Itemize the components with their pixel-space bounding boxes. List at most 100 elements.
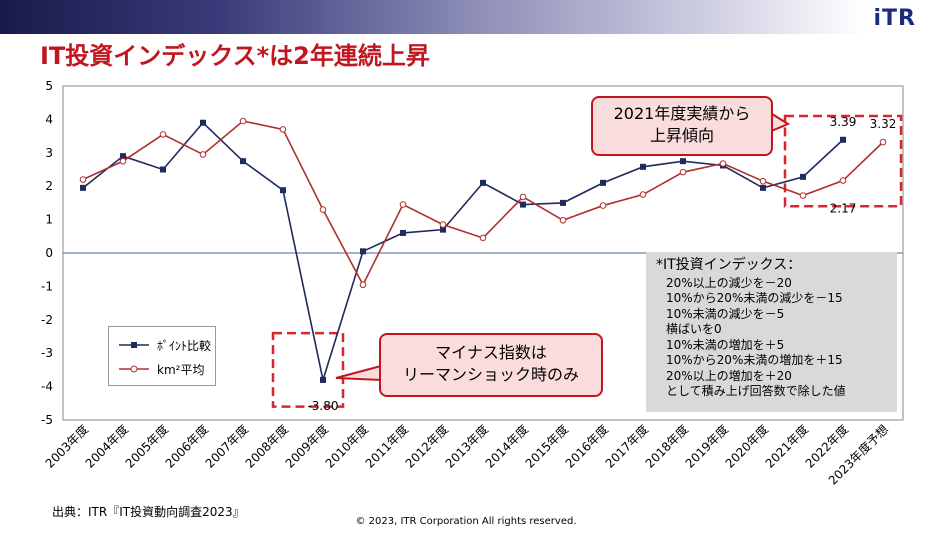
data-point-circle bbox=[519, 193, 527, 201]
x-tick-label: 2008年度 bbox=[242, 422, 291, 471]
note-line-6: 10%から20%未満の増加を＋15 bbox=[666, 353, 843, 367]
note-line-2: 10%から20%未満の減少を－15 bbox=[666, 291, 843, 305]
x-tick-label: 2017年度 bbox=[602, 422, 651, 471]
x-tick-label: 2006年度 bbox=[162, 422, 211, 471]
series-group bbox=[79, 117, 887, 384]
x-tick-label: 2019年度 bbox=[682, 422, 731, 471]
y-tick-label: 5 bbox=[45, 79, 53, 93]
data-point-square bbox=[520, 201, 526, 208]
itr-logo: iTR bbox=[873, 6, 916, 31]
y-tick-label: 0 bbox=[45, 246, 53, 260]
highlight-box-recent bbox=[783, 114, 903, 208]
data-point-circle bbox=[719, 160, 727, 167]
data-point-square bbox=[480, 179, 486, 186]
x-tick-label: 2014年度 bbox=[482, 422, 531, 471]
data-point-square bbox=[600, 179, 606, 186]
data-point-circle bbox=[199, 151, 207, 158]
x-tick-label: 2021年度 bbox=[762, 422, 811, 471]
note-line-5: 10%未満の増加を＋5 bbox=[666, 337, 785, 352]
legend-label-2: km²平均 bbox=[157, 363, 205, 377]
y-tick-label: -2 bbox=[41, 313, 53, 327]
data-point-circle bbox=[239, 117, 247, 125]
legend: ﾎﾟｲﾝﾄ比較 km²平均 bbox=[108, 326, 216, 386]
note-heading: *IT投資インデックス： bbox=[656, 257, 802, 273]
note-line-8: として積み上げ回答数で除した値 bbox=[666, 384, 846, 398]
x-tick-label: 2003年度 bbox=[42, 422, 91, 471]
rise-callout: 2021年度実績から 上昇傾向 bbox=[591, 96, 773, 156]
y-tick-label: 3 bbox=[45, 146, 53, 160]
data-point-circle bbox=[759, 177, 767, 185]
data-label: 3.32 bbox=[870, 117, 897, 131]
data-point-circle bbox=[159, 131, 167, 138]
data-label: 2.17 bbox=[830, 202, 857, 216]
data-point-circle bbox=[359, 281, 367, 289]
y-tick-label: -3 bbox=[41, 346, 53, 360]
source-citation: 出典：ITR『IT投資動向調査2023』 bbox=[52, 505, 245, 519]
data-point-square bbox=[440, 226, 446, 233]
data-point-circle bbox=[79, 176, 87, 183]
y-tick-label: 1 bbox=[45, 213, 53, 227]
data-point-square bbox=[640, 163, 646, 170]
data-point-circle bbox=[599, 202, 607, 209]
x-axis: 2003年度2004年度2005年度2006年度2007年度2008年度2009… bbox=[42, 422, 891, 488]
y-tick-label: -5 bbox=[41, 413, 53, 427]
x-tick-label: 2005年度 bbox=[122, 422, 171, 471]
data-label: -3.80 bbox=[307, 399, 338, 413]
minus-callout: マイナス指数は リーマンショック時のみ bbox=[379, 333, 603, 397]
data-point-square bbox=[400, 229, 406, 236]
rise-callout-line2: 上昇傾向 bbox=[649, 126, 714, 145]
data-point-square bbox=[80, 184, 86, 191]
data-point-square bbox=[320, 376, 326, 383]
minus-callout-line1: マイナス指数は bbox=[435, 343, 547, 362]
data-point-circle bbox=[439, 221, 447, 228]
y-tick-label: 2 bbox=[45, 179, 53, 193]
data-point-circle bbox=[319, 206, 327, 213]
x-tick-label: 2013年度 bbox=[442, 422, 491, 471]
data-point-circle bbox=[679, 168, 687, 176]
note-line-7: 20%以上の増加を＋20 bbox=[666, 368, 792, 383]
data-point-square bbox=[800, 173, 806, 180]
data-point-square bbox=[680, 158, 686, 165]
rise-callout-line1: 2021年度実績から bbox=[613, 104, 751, 123]
data-point-circle bbox=[279, 126, 287, 133]
data-point-circle bbox=[879, 138, 887, 146]
data-point-circle bbox=[119, 157, 127, 165]
data-point-square bbox=[160, 166, 166, 173]
x-tick-label: 2004年度 bbox=[82, 422, 131, 471]
highlight-box-2009 bbox=[271, 331, 345, 408]
data-point-circle bbox=[639, 191, 647, 198]
data-point-square bbox=[560, 199, 566, 206]
legend-label-1: ﾎﾟｲﾝﾄ比較 bbox=[157, 339, 212, 353]
y-tick-label: -4 bbox=[41, 380, 53, 394]
note-line-4: 横ばいを0 bbox=[666, 322, 722, 336]
x-tick-label: 2007年度 bbox=[202, 422, 251, 471]
x-tick-label: 2018年度 bbox=[642, 422, 691, 471]
data-label: 3.39 bbox=[830, 115, 857, 129]
data-point-square bbox=[280, 187, 286, 194]
data-point-circle bbox=[839, 177, 847, 184]
x-tick-label: 2012年度 bbox=[402, 422, 451, 471]
x-tick-label: 2016年度 bbox=[562, 422, 611, 471]
data-point-square bbox=[120, 153, 126, 160]
data-point-square bbox=[360, 248, 366, 255]
data-point-circle bbox=[479, 234, 487, 242]
data-point-circle bbox=[399, 201, 407, 208]
header-banner bbox=[0, 0, 868, 34]
data-point-square bbox=[840, 136, 846, 143]
data-point-square bbox=[200, 119, 206, 126]
x-tick-label: 2020年度 bbox=[722, 422, 771, 471]
x-tick-label: 2009年度 bbox=[282, 422, 331, 471]
data-point-circle bbox=[799, 192, 807, 199]
data-point-square bbox=[760, 184, 766, 191]
data-point-circle bbox=[559, 216, 567, 224]
highlight-boxes bbox=[271, 114, 903, 408]
x-tick-label: 2015年度 bbox=[522, 422, 571, 471]
copyright: © 2023, ITR Corporation All rights reser… bbox=[355, 516, 577, 527]
data-point-square bbox=[240, 158, 246, 165]
page-title: IT投資インデックス*は2年連続上昇 bbox=[40, 42, 430, 70]
data-labels: 3.39 3.32 2.17 -3.80 bbox=[307, 115, 896, 413]
x-tick-label: 2011年度 bbox=[362, 422, 411, 471]
y-tick-label: 4 bbox=[45, 112, 53, 126]
x-tick-label: 2010年度 bbox=[322, 422, 371, 471]
y-axis: 5 4 3 2 1 0 -1 -2 -3 -4 -5 bbox=[41, 79, 53, 427]
